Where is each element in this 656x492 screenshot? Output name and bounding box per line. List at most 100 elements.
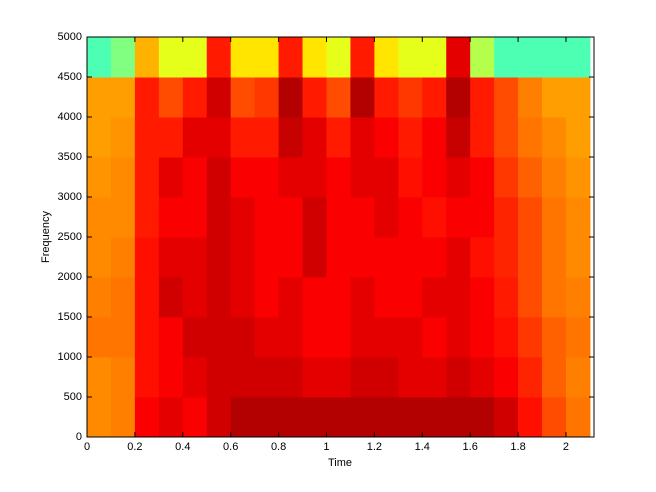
heatmap-cell bbox=[206, 397, 232, 437]
heatmap-cell bbox=[158, 77, 184, 118]
heatmap-cell bbox=[182, 117, 208, 158]
heatmap-cell bbox=[134, 397, 160, 437]
heatmap-cell bbox=[110, 117, 136, 158]
heatmap-cell bbox=[254, 237, 280, 278]
heatmap-cell bbox=[398, 237, 423, 278]
heatmap-cell bbox=[326, 357, 351, 398]
heatmap-cell bbox=[87, 37, 112, 78]
heatmap-cell bbox=[494, 197, 519, 238]
heatmap-cell bbox=[326, 117, 351, 158]
heatmap-cell bbox=[398, 317, 423, 358]
heatmap-cell bbox=[542, 157, 567, 198]
heatmap-cell bbox=[87, 357, 112, 398]
heatmap-cell bbox=[398, 357, 423, 398]
heatmap-cell bbox=[446, 157, 471, 198]
y-tick-label: 3500 bbox=[58, 151, 82, 163]
heatmap-cell bbox=[422, 37, 447, 78]
heatmap-cell bbox=[565, 277, 591, 318]
heatmap-cell bbox=[87, 397, 112, 437]
heatmap-cell bbox=[446, 277, 471, 318]
heatmap-cell bbox=[206, 77, 232, 118]
heatmap-cell bbox=[422, 237, 447, 278]
y-tick-label: 3000 bbox=[58, 191, 82, 203]
heatmap-cell bbox=[206, 37, 232, 78]
heatmap-cell bbox=[374, 37, 399, 78]
heatmap-cell bbox=[278, 397, 304, 437]
heatmap-cell bbox=[110, 357, 136, 398]
heatmap-cell bbox=[182, 317, 208, 358]
heatmap-cell bbox=[230, 117, 256, 158]
heatmap-cell bbox=[302, 37, 327, 78]
heatmap-cell bbox=[230, 357, 256, 398]
heatmap-cell bbox=[302, 357, 327, 398]
heatmap-cell bbox=[422, 77, 447, 118]
heatmap-cell bbox=[87, 317, 112, 358]
heatmap-cell bbox=[302, 77, 327, 118]
heatmap-cell bbox=[302, 397, 327, 437]
heatmap-cell bbox=[254, 117, 280, 158]
heatmap-cell bbox=[278, 237, 304, 278]
heatmap-cell bbox=[87, 157, 112, 198]
heatmap-cell bbox=[254, 37, 280, 78]
heatmap-cell bbox=[565, 37, 591, 78]
heatmap-cell bbox=[158, 197, 184, 238]
heatmap-cell bbox=[230, 77, 256, 118]
heatmap-cell bbox=[542, 237, 567, 278]
heatmap-cell bbox=[542, 37, 567, 78]
heatmap-cell bbox=[565, 77, 591, 118]
x-tick-label: 1.8 bbox=[510, 441, 525, 453]
heatmap-cell bbox=[278, 277, 304, 318]
x-tick-label: 1 bbox=[323, 441, 329, 453]
x-tick-label: 1.2 bbox=[367, 441, 382, 453]
heatmap-cell bbox=[470, 117, 495, 158]
heatmap-cell bbox=[422, 157, 447, 198]
heatmap-cell bbox=[158, 117, 184, 158]
heatmap-cell bbox=[302, 117, 327, 158]
heatmap-cell bbox=[422, 357, 447, 398]
heatmap-cell bbox=[326, 397, 351, 437]
y-tick-label: 4000 bbox=[58, 111, 82, 123]
heatmap-cell bbox=[110, 397, 136, 437]
heatmap-cell bbox=[326, 77, 351, 118]
heatmap-cell bbox=[350, 317, 375, 358]
heatmap-cell bbox=[374, 197, 399, 238]
heatmap-cell bbox=[302, 277, 327, 318]
heatmap-cell bbox=[206, 277, 232, 318]
heatmap-cell bbox=[470, 197, 495, 238]
heatmap-cell bbox=[254, 357, 280, 398]
heatmap-cell bbox=[518, 397, 543, 437]
heatmap-cell bbox=[422, 397, 447, 437]
y-tick-label: 1000 bbox=[58, 351, 82, 363]
heatmap-cell bbox=[374, 237, 399, 278]
heatmap-cell bbox=[470, 237, 495, 278]
heatmap-cell bbox=[278, 157, 304, 198]
heatmap-cell bbox=[494, 117, 519, 158]
heatmap-cell bbox=[398, 37, 423, 78]
heatmap-cell bbox=[518, 117, 543, 158]
heatmap-cell bbox=[350, 157, 375, 198]
heatmap-cell bbox=[302, 317, 327, 358]
heatmap-cell bbox=[350, 237, 375, 278]
heatmap-cell bbox=[230, 237, 256, 278]
heatmap-cell bbox=[254, 277, 280, 318]
heatmap-cell bbox=[87, 237, 112, 278]
heatmap-cell bbox=[134, 117, 160, 158]
heatmap-cell bbox=[110, 317, 136, 358]
heatmap-cell bbox=[110, 197, 136, 238]
x-tick-label: 0.2 bbox=[127, 441, 142, 453]
heatmap-cell bbox=[374, 157, 399, 198]
heatmap-cell bbox=[470, 357, 495, 398]
heatmap-cell bbox=[254, 157, 280, 198]
y-tick-label: 0 bbox=[76, 431, 82, 443]
x-axis-label: Time bbox=[328, 457, 352, 469]
heatmap-cell bbox=[565, 237, 591, 278]
heatmap-cell bbox=[230, 157, 256, 198]
heatmap-cell bbox=[182, 277, 208, 318]
heatmap-cell bbox=[518, 37, 543, 78]
heatmap-cell bbox=[398, 277, 423, 318]
y-tick-label: 5000 bbox=[58, 31, 82, 43]
heatmap-cell bbox=[565, 157, 591, 198]
heatmap-cell bbox=[278, 357, 304, 398]
heatmap-cell bbox=[158, 317, 184, 358]
